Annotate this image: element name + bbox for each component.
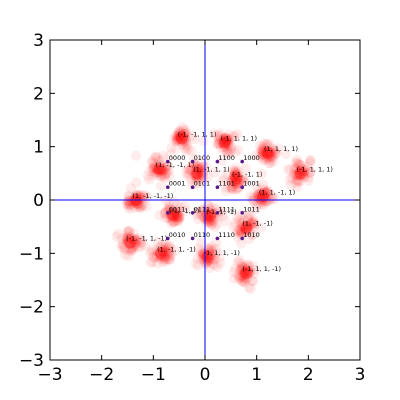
cluster-14: (1, 1, 1, -1) (190, 237, 240, 274)
cluster-label: (1, 1, 1, -1) (204, 249, 240, 257)
y-tick-label: 2 (33, 84, 44, 104)
codeword-0111: 0111 (190, 205, 211, 215)
cluster-label: (-1, -1, 1) (232, 171, 262, 179)
codeword-label: 1101 (218, 180, 235, 188)
y-tick-label: −1 (19, 244, 44, 264)
axis-lines (50, 40, 360, 360)
x-tick-label: −1 (141, 365, 166, 385)
cluster-2: (1, 1, 1, 1) (250, 138, 298, 169)
codeword-label: 0111 (194, 205, 211, 213)
codeword-1101: 1101 (215, 180, 235, 189)
codeword-label: 1000 (243, 154, 260, 162)
codeword-label: 0110 (194, 231, 211, 239)
cluster-label: (-1, 1, 1, -1) (242, 265, 281, 273)
cluster-12: (-1, -1, 1, -1) (111, 225, 167, 262)
codeword-0101: 0101 (190, 180, 211, 189)
codeword-1100: 1100 (215, 154, 235, 164)
cluster-label: (-1, -1, 1, -1) (126, 235, 167, 243)
y-tick-label: 1 (33, 138, 44, 158)
y-tick-label: −3 (19, 351, 44, 371)
cluster-label: (1, -1, 1, 1) (193, 165, 229, 173)
codeword-layer: 0000 0100 1100 1000 0001 0101 1101 1001 0011 0111… (166, 154, 260, 241)
codeword-label: 1011 (243, 205, 260, 213)
cluster-3: (-1, 1, 1, 1) (280, 148, 333, 193)
cluster-label: (-1, -1, 1, 1) (178, 131, 217, 139)
x-tick-label: 3 (355, 365, 366, 385)
codeword-label: 1010 (243, 231, 260, 239)
cluster-label: (-1, 1, 1, 1) (221, 134, 257, 142)
x-tick-label: −2 (89, 365, 114, 385)
tick-layer: −3 −2 −1 0 1 2 3 −3 −2 −1 0 1 2 3 (19, 31, 365, 385)
codeword-0001: 0001 (166, 180, 185, 189)
codeword-1010: 1010 (240, 231, 260, 241)
y-tick-label: 3 (33, 31, 44, 51)
codeword-0110: 0110 (190, 231, 211, 241)
codeword-label: 1001 (243, 180, 260, 188)
cluster-label: (1, 1, -1, 1) (259, 188, 295, 196)
codeword-1000: 1000 (240, 154, 260, 164)
cluster-layer: (-1, -1, 1, 1) (-1, 1, 1, 1) (1, 1, 1, 1) (… (111, 122, 333, 295)
cluster-1: (-1, 1, 1, 1) (209, 128, 257, 166)
codeword-1001: 1001 (240, 180, 260, 189)
codeword-label: 0000 (169, 154, 186, 162)
x-tick-label: 1 (251, 365, 262, 385)
codeword-label: 1110 (218, 231, 235, 239)
cluster-label: (1, -1, -1, 1) (156, 161, 195, 169)
codeword-label: 1111 (218, 205, 235, 213)
x-tick-label: −3 (37, 365, 62, 385)
cluster-7: (1, 1, -1, 1) (245, 168, 295, 215)
codeword-label: 1100 (218, 154, 235, 162)
y-tick-label: −2 (19, 298, 44, 318)
cluster-8: (1, -1, -1, -1) (121, 177, 173, 214)
codeword-1011: 1011 (240, 205, 260, 215)
y-tick-label: 0 (33, 191, 44, 211)
cluster-label: (-1, -1, 1) (169, 207, 199, 215)
codeword-label: 0010 (169, 231, 186, 239)
codeword-1110: 1110 (215, 231, 235, 241)
codeword-label: 0100 (194, 154, 211, 162)
codeword-0000: 0000 (166, 154, 186, 164)
codeword-label: 0101 (194, 180, 211, 188)
codeword-0010: 0010 (166, 231, 186, 241)
codeword-1111: 1111 (215, 205, 235, 215)
cluster-11: (1, -1, -1) (228, 209, 273, 249)
codeword-label: 0011 (169, 205, 186, 213)
codeword-0100: 0100 (190, 154, 211, 164)
cluster-label: (1, -1, -1, -1) (132, 192, 173, 200)
cluster-label: (-1, 1, -1) (206, 208, 236, 216)
x-tick-label: 2 (303, 365, 314, 385)
cluster-13: (1, -1, 1, -1) (145, 237, 196, 269)
cluster-6: (-1, -1, 1) (217, 163, 262, 197)
cluster-15: (-1, 1, 1, -1) (228, 254, 281, 295)
codeword-0011: 0011 (166, 205, 186, 215)
cluster-label: (1, -1, -1) (242, 220, 272, 228)
cluster-label: (1, -1, 1, -1) (157, 245, 196, 253)
codeword-label: 0001 (169, 180, 186, 188)
cluster-label: (-1, 1, 1, 1) (297, 165, 333, 173)
x-tick-label: 0 (200, 365, 211, 385)
cluster-4: (1, -1, -1, 1) (130, 150, 195, 192)
cluster-0: (-1, -1, 1, 1) (165, 122, 216, 160)
cluster-label: (1, 1, 1, 1) (264, 145, 298, 153)
